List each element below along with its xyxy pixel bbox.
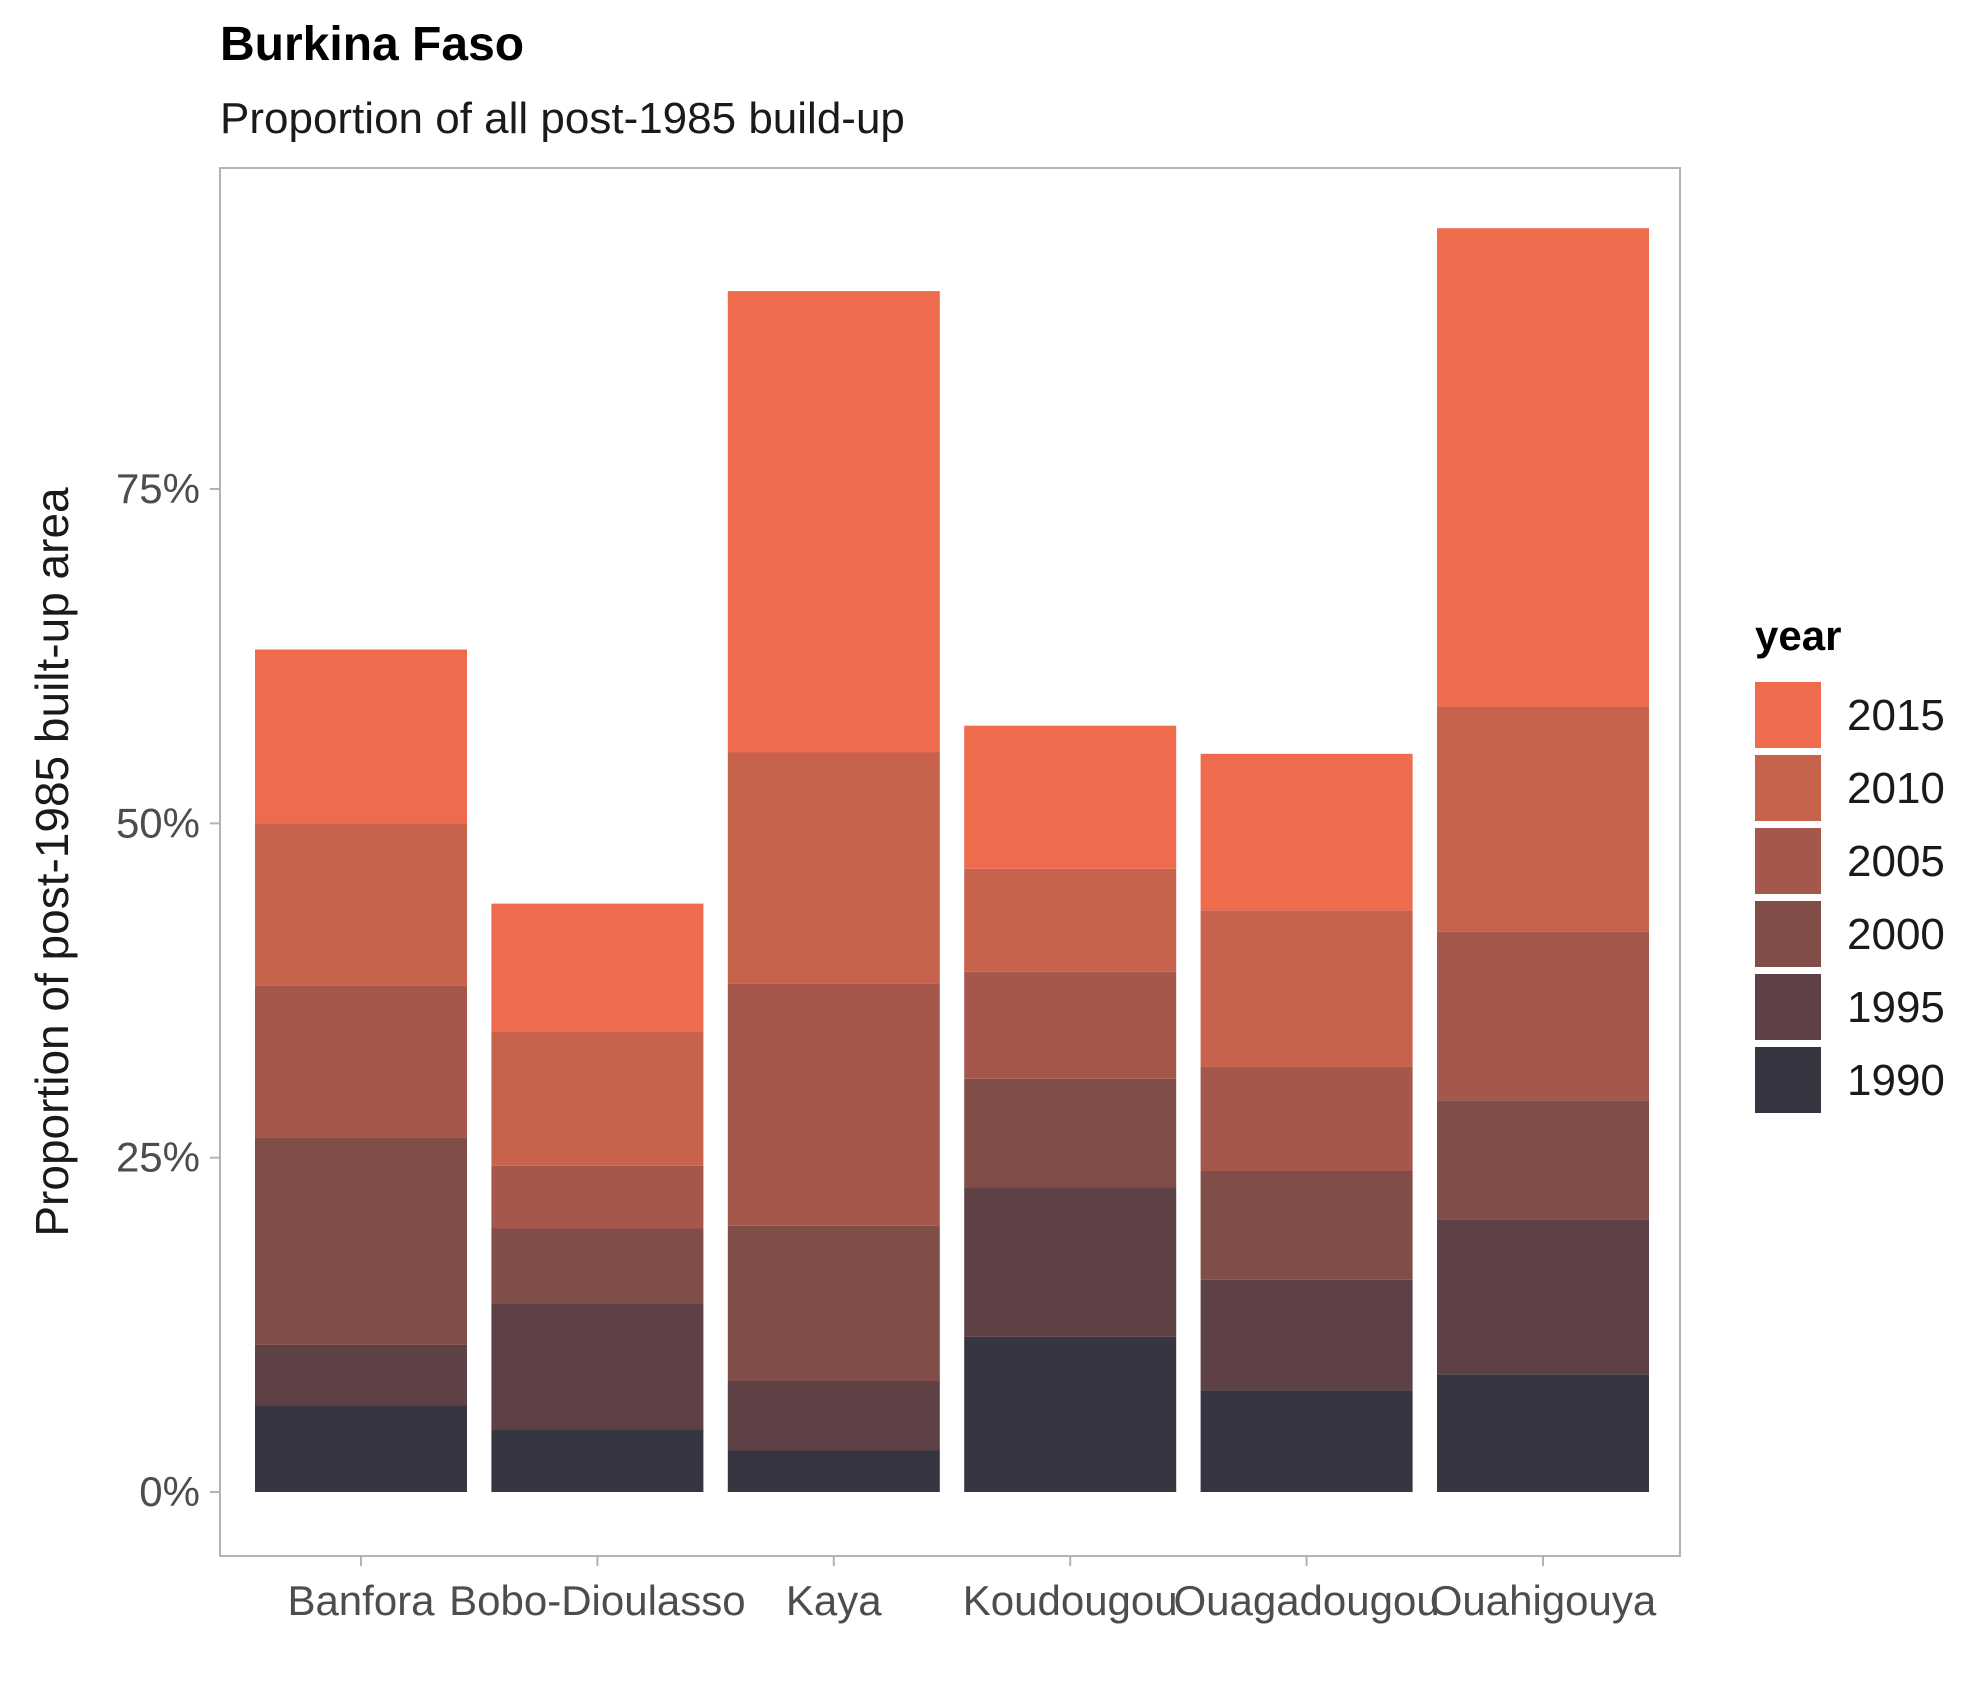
bar-segment-2010-koudougou <box>964 868 1177 972</box>
bar-segment-2005-bobo-dioulasso <box>491 1165 704 1229</box>
bar-segment-2005-kaya <box>727 983 940 1226</box>
bar-segment-2015-ouagadougou <box>1200 753 1413 911</box>
bars-layer <box>255 228 1649 1492</box>
bar-segment-2015-koudougou <box>964 725 1177 869</box>
bar-segment-2010-banfora <box>255 823 467 986</box>
bar-segment-2000-ouahigouya <box>1437 1100 1649 1220</box>
bar-segment-1995-koudougou <box>964 1187 1177 1337</box>
x-tick-label-koudougou: Koudougou <box>963 1577 1178 1624</box>
bar-segment-2000-bobo-dioulasso <box>491 1228 704 1304</box>
legend-key-2010 <box>1755 755 1821 821</box>
bar-segment-2000-ouagadougou <box>1200 1171 1413 1280</box>
bar-segment-2015-banfora <box>255 649 467 824</box>
legend-key-2005 <box>1755 828 1821 894</box>
y-tick-label: 0% <box>139 1468 200 1515</box>
bar-segment-1990-ouagadougou <box>1200 1390 1413 1492</box>
bar-segment-2010-bobo-dioulasso <box>491 1032 704 1166</box>
bar-segment-1990-banfora <box>255 1405 467 1492</box>
bar-segment-2005-ouagadougou <box>1200 1066 1413 1171</box>
x-tick-label-banfora: Banfora <box>287 1577 435 1624</box>
y-axis-title: Proportion of post-1985 built-up area <box>26 487 78 1237</box>
legend-key-2000 <box>1755 901 1821 967</box>
bar-segment-2010-ouahigouya <box>1437 707 1649 932</box>
bar-segment-1990-bobo-dioulasso <box>491 1429 704 1492</box>
legend: year 2015 2010 2005 2000 1995 1990 <box>1755 612 1945 1113</box>
bar-segment-2005-banfora <box>255 985 467 1138</box>
bar-segment-2005-ouahigouya <box>1437 931 1649 1101</box>
legend-key-1990 <box>1755 1047 1821 1113</box>
legend-title: year <box>1755 612 1841 659</box>
bar-segment-2010-kaya <box>727 752 940 984</box>
x-tick-label-ouahigouya: Ouahigouya <box>1430 1577 1657 1624</box>
bar-segment-2015-bobo-dioulasso <box>491 903 704 1032</box>
bar-segment-1995-bobo-dioulasso <box>491 1303 704 1430</box>
legend-label-2010: 2010 <box>1847 764 1945 813</box>
bar-segment-1990-kaya <box>727 1450 940 1492</box>
legend-label-2005: 2005 <box>1847 837 1945 886</box>
legend-label-1990: 1990 <box>1847 1056 1945 1105</box>
bar-segment-2010-ouagadougou <box>1200 910 1413 1067</box>
bar-segment-1995-ouahigouya <box>1437 1219 1649 1375</box>
x-tick-label-ouagadougou: Ouagadougou <box>1173 1577 1439 1624</box>
bar-segment-1990-ouahigouya <box>1437 1374 1649 1492</box>
bar-segment-2015-kaya <box>727 291 940 753</box>
legend-label-1995: 1995 <box>1847 983 1945 1032</box>
x-tick-label-bobo-dioulasso: Bobo-Dioulasso <box>449 1577 746 1624</box>
y-tick-label: 50% <box>116 799 200 846</box>
bar-segment-1990-koudougou <box>964 1336 1177 1492</box>
x-axis: Banfora Bobo-Dioulasso Kaya KoudougouOuagad… <box>287 1556 1657 1624</box>
y-axis: 0% 25% 50% 75% <box>116 465 220 1515</box>
bar-segment-1995-kaya <box>727 1381 940 1451</box>
chart-subtitle: Proportion of all post-1985 build-up <box>220 94 905 143</box>
x-tick-label-kaya: Kaya <box>786 1577 882 1624</box>
y-tick-label: 25% <box>116 1134 200 1181</box>
legend-key-2015 <box>1755 682 1821 748</box>
bar-segment-1995-banfora <box>255 1344 467 1406</box>
bar-segment-2015-ouahigouya <box>1437 228 1649 707</box>
legend-key-1995 <box>1755 974 1821 1040</box>
legend-label-2000: 2000 <box>1847 910 1945 959</box>
bar-segment-2000-koudougou <box>964 1078 1177 1188</box>
bar-segment-2000-banfora <box>255 1137 467 1345</box>
legend-label-2015: 2015 <box>1847 691 1945 740</box>
bar-segment-2000-kaya <box>727 1225 940 1381</box>
bar-segment-2005-koudougou <box>964 971 1177 1079</box>
chart-title: Burkina Faso <box>220 18 524 71</box>
y-tick-label: 75% <box>116 465 200 512</box>
bar-segment-1995-ouagadougou <box>1200 1279 1413 1391</box>
